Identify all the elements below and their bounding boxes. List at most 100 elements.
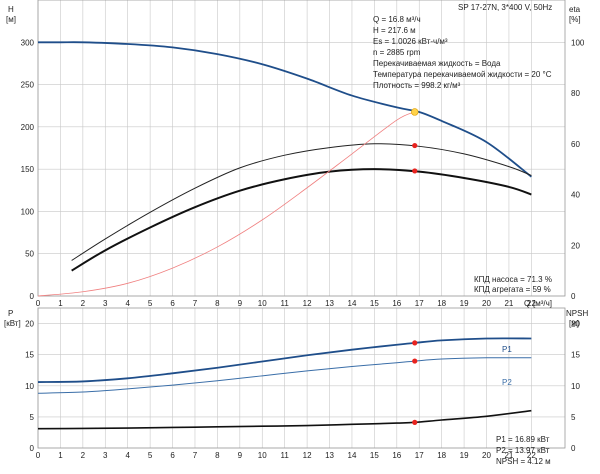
top-x-tick-label: 5 [148, 299, 153, 308]
grid-layer [37, 0, 565, 449]
bottom-y-right-tick-label: 0 [571, 444, 576, 453]
bottom-x-tick-label: 0 [36, 451, 41, 460]
top-y-right-unit: [%] [569, 15, 581, 24]
top-x-tick-label: 15 [370, 299, 379, 308]
top-y-right-tick-label: 100 [571, 38, 585, 47]
series-eta-pump [71, 143, 532, 261]
top-y-left-tick-label: 200 [21, 123, 35, 132]
top-x-tick-label: 10 [258, 299, 267, 308]
bottom-x-tick-label: 19 [460, 451, 469, 460]
bottom-y-left-tick-label: 10 [25, 382, 34, 391]
bottom-x-tick-label: 13 [325, 451, 334, 460]
top-x-tick-label: 20 [482, 299, 491, 308]
top-x-tick-label: 17 [415, 299, 424, 308]
top-x-tick-label: 9 [238, 299, 243, 308]
top-x-tick-label: 11 [281, 299, 290, 308]
bottom-y-right-label: NPSH [566, 309, 588, 318]
bottom-x-tick-label: 17 [415, 451, 424, 460]
top-x-tick-label: 1 [58, 299, 63, 308]
bottom-x-tick-label: 18 [437, 451, 446, 460]
top-y-right-tick-label: 20 [571, 241, 580, 250]
bottom-x-tick-label: 15 [370, 451, 379, 460]
info-line-1: H = 217.6 м [373, 26, 416, 35]
bottom-y-left-tick-label: 20 [25, 320, 34, 329]
bottom-x-tick-label: 21 [504, 451, 513, 460]
top-y-right-tick-label: 80 [571, 89, 580, 98]
p2-value-text: P2 = 13.97 кВт [496, 446, 550, 455]
top-x-tick-label: 3 [103, 299, 108, 308]
series-system-curve [37, 111, 415, 297]
top-y-left-tick-label: 150 [21, 165, 35, 174]
series-head [37, 41, 532, 178]
bottom-x-tick-label: 6 [170, 451, 175, 460]
bottom-x-tick-label: 20 [482, 451, 491, 460]
top-x-tick-label: 4 [125, 299, 130, 308]
bottom-x-tick-label: 5 [148, 451, 153, 460]
top-x-tick-label: 7 [193, 299, 198, 308]
info-line-6: Плотность = 998.2 кг/м³ [373, 81, 461, 90]
bottom-x-tick-label: 2 [81, 451, 86, 460]
bottom-y-right-tick-label: 20 [571, 320, 580, 329]
bottom-x-tick-label: 22 [527, 451, 536, 460]
top-x-tick-label: 6 [170, 299, 175, 308]
top-y-left-tick-label: 250 [21, 81, 35, 90]
top-x-tick-label: 12 [303, 299, 312, 308]
top-x-tick-label: 2 [81, 299, 86, 308]
bottom-y-left-tick-label: 5 [30, 413, 35, 422]
top-x-tick-label: 14 [348, 299, 357, 308]
bottom-x-tick-label: 16 [392, 451, 401, 460]
bottom-y-right-tick-label: 10 [571, 382, 580, 391]
info-line-2: Es = 1.0026 кВт-ч/м³ [373, 37, 448, 46]
top-y-right-tick-label: 0 [571, 292, 576, 301]
pump-efficiency-text: КПД насоса = 71.3 % [474, 275, 552, 284]
bottom-y-left-unit: [кВт] [4, 319, 21, 328]
x-axis-label: Q [524, 299, 530, 308]
top-x-tick-label: 0 [36, 299, 41, 308]
bottom-marker-0 [412, 340, 418, 346]
info-line-5: Температура перекачиваемой жидкости = 20… [373, 70, 552, 79]
top-y-left-tick-label: 50 [25, 250, 34, 259]
bottom-x-tick-label: 1 [58, 451, 63, 460]
p2-legend: P2 [502, 378, 512, 387]
bottom-x-tick-label: 10 [258, 451, 267, 460]
series-npsh [37, 409, 532, 430]
bottom-frame [37, 307, 566, 449]
top-y-left-tick-label: 100 [21, 207, 35, 216]
bottom-x-tick-label: 8 [215, 451, 220, 460]
top-y-left-tick-label: 300 [21, 38, 35, 47]
bottom-y-left-tick-label: 15 [25, 351, 34, 360]
chart-title: SP 17-27N, 3*400 V, 50Hz [458, 3, 552, 12]
top-marker-1 [412, 168, 418, 174]
top-y-left-label: H [8, 5, 14, 14]
top-x-tick-label: 16 [392, 299, 401, 308]
info-line-0: Q = 16.8 м³/ч [373, 15, 421, 24]
top-x-tick-label: 13 [325, 299, 334, 308]
bottom-y-right-tick-label: 5 [571, 413, 576, 422]
x-axis-unit: [м³/ч] [533, 299, 552, 308]
npsh-value-text: NPSH = 4.12 м [496, 457, 551, 466]
bottom-x-tick-label: 3 [103, 451, 108, 460]
series-P1 [37, 337, 532, 383]
top-y-left-tick-label: 0 [30, 292, 35, 301]
top-y-right-tick-label: 40 [571, 191, 580, 200]
series-layer [37, 41, 532, 430]
top-y-right-tick-label: 60 [571, 140, 580, 149]
bottom-x-tick-label: 9 [238, 451, 243, 460]
top-x-tick-label: 22 [527, 299, 536, 308]
bottom-x-tick-label: 14 [348, 451, 357, 460]
bottom-x-tick-label: 7 [193, 451, 198, 460]
top-x-tick-label: 21 [504, 299, 513, 308]
top-y-left-unit: [м] [6, 15, 16, 24]
bottom-y-right-unit: [м] [569, 319, 579, 328]
operating-point-marker [411, 108, 419, 116]
bottom-marker-2 [412, 419, 418, 425]
info-line-3: n = 2885 rpm [373, 48, 421, 57]
info-line-4: Перекачиваемая жидкость = Вода [373, 59, 501, 68]
top-x-tick-label: 18 [437, 299, 446, 308]
text-layer: SP 17-27N, 3*400 V, 50Hz H [м] eta [%] Q… [4, 3, 588, 466]
unit-efficiency-text: КПД агрегата = 59 % [474, 285, 551, 294]
bottom-x-tick-label: 11 [281, 451, 290, 460]
bottom-y-right-tick-label: 15 [571, 351, 580, 360]
bottom-y-left-label: P [8, 309, 13, 318]
